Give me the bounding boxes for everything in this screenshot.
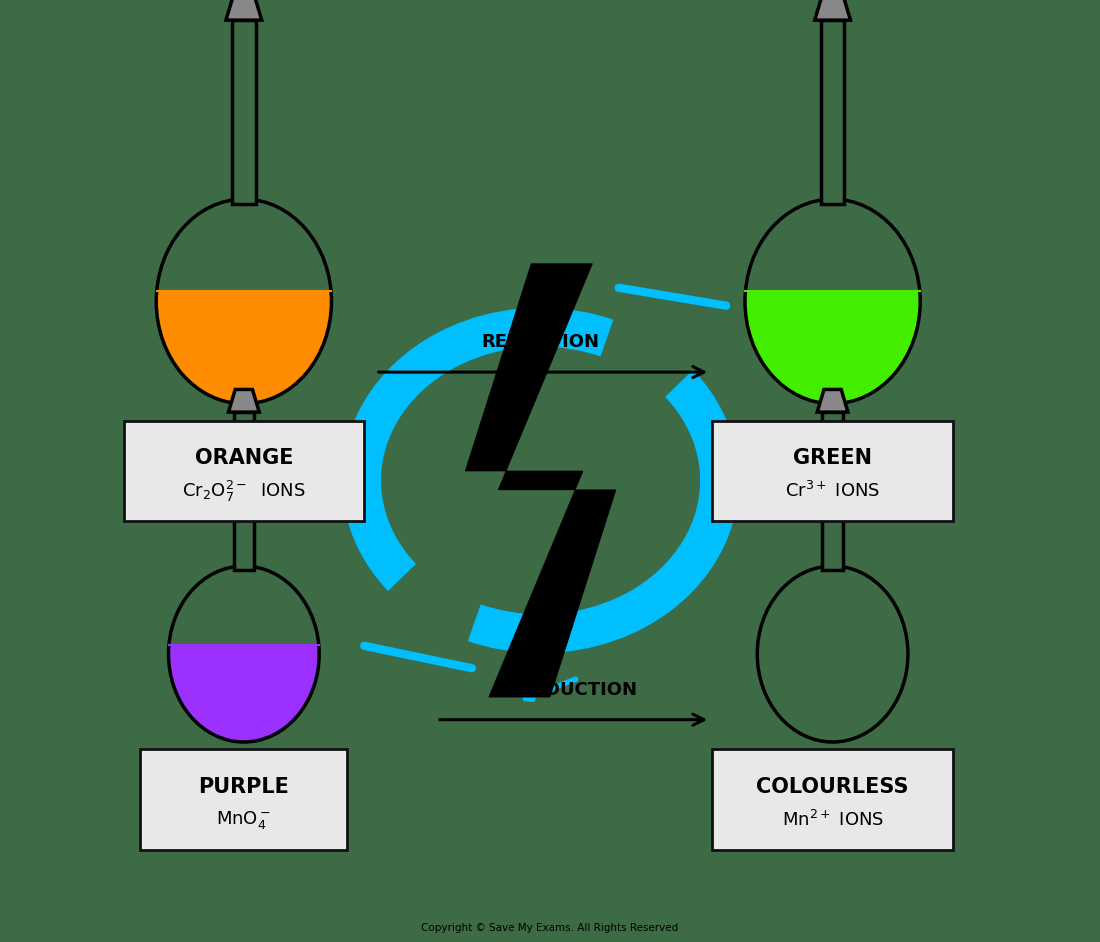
FancyBboxPatch shape [123, 420, 364, 522]
Polygon shape [815, 0, 850, 20]
Text: ORANGE: ORANGE [195, 448, 293, 468]
Polygon shape [229, 389, 260, 413]
FancyBboxPatch shape [713, 420, 953, 522]
FancyBboxPatch shape [233, 413, 254, 570]
Polygon shape [465, 264, 616, 697]
Text: Cr$^{3+}$ IONS: Cr$^{3+}$ IONS [785, 481, 880, 501]
Text: Copyright © Save My Exams. All Rights Reserved: Copyright © Save My Exams. All Rights Re… [421, 922, 679, 933]
FancyBboxPatch shape [232, 20, 255, 203]
Polygon shape [226, 0, 262, 20]
FancyBboxPatch shape [168, 479, 319, 645]
Text: COLOURLESS: COLOURLESS [757, 777, 909, 797]
Text: GREEN: GREEN [793, 448, 872, 468]
Text: REDUCTION: REDUCTION [482, 333, 600, 351]
Ellipse shape [168, 566, 319, 742]
FancyBboxPatch shape [745, 97, 921, 291]
FancyBboxPatch shape [713, 750, 953, 851]
Ellipse shape [745, 199, 921, 404]
Ellipse shape [156, 199, 331, 404]
FancyBboxPatch shape [156, 97, 331, 291]
FancyBboxPatch shape [821, 20, 845, 203]
FancyBboxPatch shape [823, 413, 843, 570]
Polygon shape [817, 389, 848, 413]
FancyBboxPatch shape [140, 750, 348, 851]
Text: PURPLE: PURPLE [198, 777, 289, 797]
Text: REDUCTION: REDUCTION [519, 681, 637, 699]
Text: MnO$_4^-$: MnO$_4^-$ [217, 809, 272, 831]
Text: Mn$^{2+}$ IONS: Mn$^{2+}$ IONS [781, 810, 883, 830]
Text: Cr$_2$O$_7^{2-}$  IONS: Cr$_2$O$_7^{2-}$ IONS [182, 479, 306, 504]
